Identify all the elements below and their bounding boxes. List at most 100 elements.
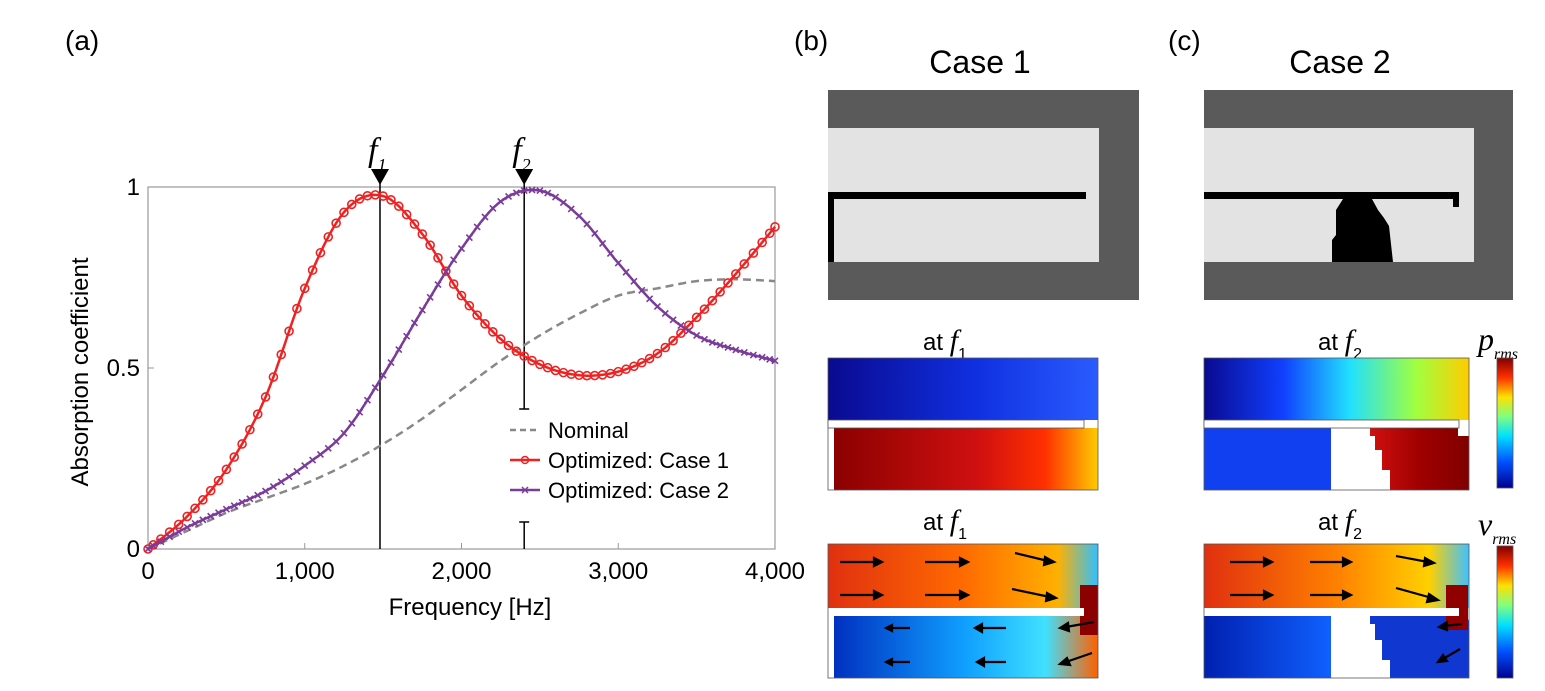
series-point bbox=[653, 302, 662, 311]
x-tick-label: 1,000 bbox=[275, 558, 335, 585]
series-point bbox=[731, 269, 741, 279]
panel-a-label: (a) bbox=[65, 25, 99, 56]
svg-text:at f2: at f2 bbox=[1318, 324, 1362, 363]
svg-text:at f2: at f2 bbox=[1318, 504, 1362, 543]
series-point bbox=[630, 277, 638, 285]
series-point bbox=[403, 332, 411, 340]
series-point bbox=[213, 475, 224, 486]
series-point bbox=[723, 278, 733, 288]
series-point bbox=[301, 462, 309, 470]
series-point bbox=[346, 199, 357, 210]
series-point bbox=[646, 295, 654, 303]
series-point bbox=[401, 209, 412, 220]
series-point bbox=[260, 392, 271, 402]
series-point bbox=[324, 444, 332, 452]
series-point bbox=[511, 346, 522, 356]
series-point bbox=[230, 502, 238, 510]
series-point bbox=[418, 306, 426, 314]
series-point bbox=[740, 348, 748, 357]
series-point bbox=[299, 283, 310, 294]
series-point bbox=[465, 234, 473, 242]
series-point bbox=[363, 396, 372, 404]
series-point bbox=[732, 346, 740, 354]
series-point bbox=[699, 304, 710, 314]
marker-f2: f2 bbox=[512, 132, 534, 549]
series-point bbox=[700, 335, 709, 343]
series-point bbox=[716, 341, 724, 349]
case2-title: Case 2 bbox=[1289, 44, 1390, 80]
series-point bbox=[284, 326, 294, 336]
series-point bbox=[417, 229, 428, 239]
y-axis-label: Absorption coefficient bbox=[67, 257, 94, 486]
series-point bbox=[504, 192, 513, 200]
case1-pressure-field: at f1 bbox=[827, 324, 1099, 491]
series-point bbox=[323, 232, 334, 242]
series-point bbox=[348, 419, 356, 427]
series-point bbox=[182, 511, 192, 522]
series-point bbox=[207, 512, 215, 520]
series-point bbox=[766, 355, 774, 363]
svg-text:prms: prms bbox=[1476, 321, 1518, 363]
series-point bbox=[254, 491, 262, 499]
series-point bbox=[748, 248, 759, 258]
series-point bbox=[395, 345, 403, 354]
series-point bbox=[669, 316, 677, 324]
series-point bbox=[410, 319, 419, 327]
series-point bbox=[175, 528, 183, 536]
svg-text:vrms: vrms bbox=[1478, 506, 1516, 548]
series-point bbox=[567, 205, 575, 213]
series-point bbox=[575, 212, 583, 220]
series-point bbox=[199, 516, 207, 524]
series-point bbox=[591, 229, 599, 237]
panel-b-label: (b) bbox=[794, 25, 828, 56]
series-point bbox=[749, 351, 757, 359]
series-point bbox=[636, 357, 647, 368]
marker-f1: f1 bbox=[368, 132, 389, 549]
series-point bbox=[356, 408, 364, 416]
series-point bbox=[512, 189, 520, 197]
case2-pressure-field: at f2 bbox=[1203, 324, 1470, 491]
y-tick-label: 1 bbox=[127, 174, 140, 201]
series-point bbox=[464, 300, 475, 311]
series-point bbox=[246, 495, 254, 503]
series-point bbox=[371, 384, 379, 392]
series-point bbox=[425, 240, 435, 250]
series-point bbox=[237, 439, 247, 449]
x-tick-label: 0 bbox=[141, 558, 154, 585]
series-point bbox=[214, 509, 223, 517]
legend-label: Nominal bbox=[548, 418, 629, 443]
series-point bbox=[441, 266, 451, 276]
series-point bbox=[668, 335, 678, 346]
series-point bbox=[173, 519, 184, 530]
case2-velocity-field: at f2 bbox=[1203, 504, 1470, 679]
series-point bbox=[269, 483, 277, 491]
series-point bbox=[527, 355, 537, 366]
series-line-1 bbox=[147, 278, 775, 551]
legend-entry: Optimized: Case 1 bbox=[510, 448, 729, 473]
legend-label: Optimized: Case 1 bbox=[548, 448, 729, 473]
series-point bbox=[183, 523, 191, 531]
x-tick-label: 3,000 bbox=[588, 558, 648, 585]
series-point bbox=[277, 478, 285, 486]
series-point bbox=[472, 310, 482, 320]
series-point bbox=[503, 340, 514, 351]
series-point bbox=[489, 204, 497, 212]
pressure-colorbar: prms bbox=[1476, 321, 1518, 489]
series-point bbox=[222, 505, 230, 513]
series-point bbox=[559, 198, 567, 207]
series-point bbox=[191, 519, 199, 527]
series-point bbox=[157, 538, 165, 546]
series-point bbox=[770, 222, 780, 232]
x-axis-label: Frequency [Hz] bbox=[389, 594, 552, 621]
series-point bbox=[644, 353, 655, 364]
legend-entry: Nominal bbox=[510, 418, 629, 443]
series-point bbox=[433, 253, 443, 263]
series-point bbox=[621, 364, 631, 375]
series-point bbox=[198, 495, 208, 505]
series-point bbox=[497, 197, 505, 206]
series-point bbox=[652, 348, 663, 359]
series-point bbox=[707, 295, 718, 306]
series-point bbox=[457, 244, 466, 253]
series-point bbox=[685, 327, 693, 335]
series-point bbox=[638, 286, 646, 294]
